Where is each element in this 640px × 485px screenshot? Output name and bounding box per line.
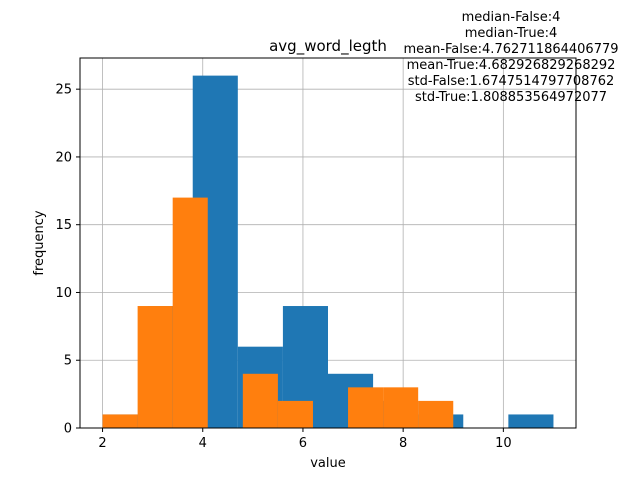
histogram-bar [418,400,454,428]
statistic-line: median-False:4 [462,10,561,25]
x-tick-label: 10 [495,436,512,451]
statistic-line: mean-False:4.762711864406779 [403,42,618,57]
histogram-bar [172,197,208,428]
y-tick-label: 15 [55,218,72,233]
histogram-bar [348,387,384,428]
statistic-line: mean-True:4.682926829268292 [407,58,616,73]
histogram-bar [383,387,419,428]
statistics-annotation: median-False:4median-True:4mean-False:4.… [403,10,618,105]
y-tick-label: 20 [55,150,72,165]
x-tick-label: 2 [98,436,106,451]
ticks-layer: 2 4 6 8 10 0 5 10 15 20 25 [55,83,511,451]
histogram-bar [242,373,278,428]
plot-frame [79,57,577,429]
y-tick-label: 5 [64,354,72,369]
x-axis-label: value [310,456,346,471]
y-tick-label: 0 [64,422,72,437]
bars-layer [102,75,554,428]
histogram-bar [137,306,173,428]
statistic-line: std-False:1.6747514797708762 [408,74,615,89]
chart-title: avg_word_legth [269,37,387,56]
y-axis-label: frequency [32,210,47,276]
y-tick-label: 25 [55,83,72,98]
histogram-bar [277,400,313,428]
statistic-line: std-True:1.808853564972077 [415,90,607,105]
x-tick-label: 4 [199,436,207,451]
statistic-line: median-True:4 [465,26,558,41]
x-tick-label: 8 [399,436,407,451]
y-tick-label: 10 [55,286,72,301]
histogram-bar [102,414,138,428]
histogram-bar [508,414,554,428]
x-tick-label: 6 [299,436,307,451]
